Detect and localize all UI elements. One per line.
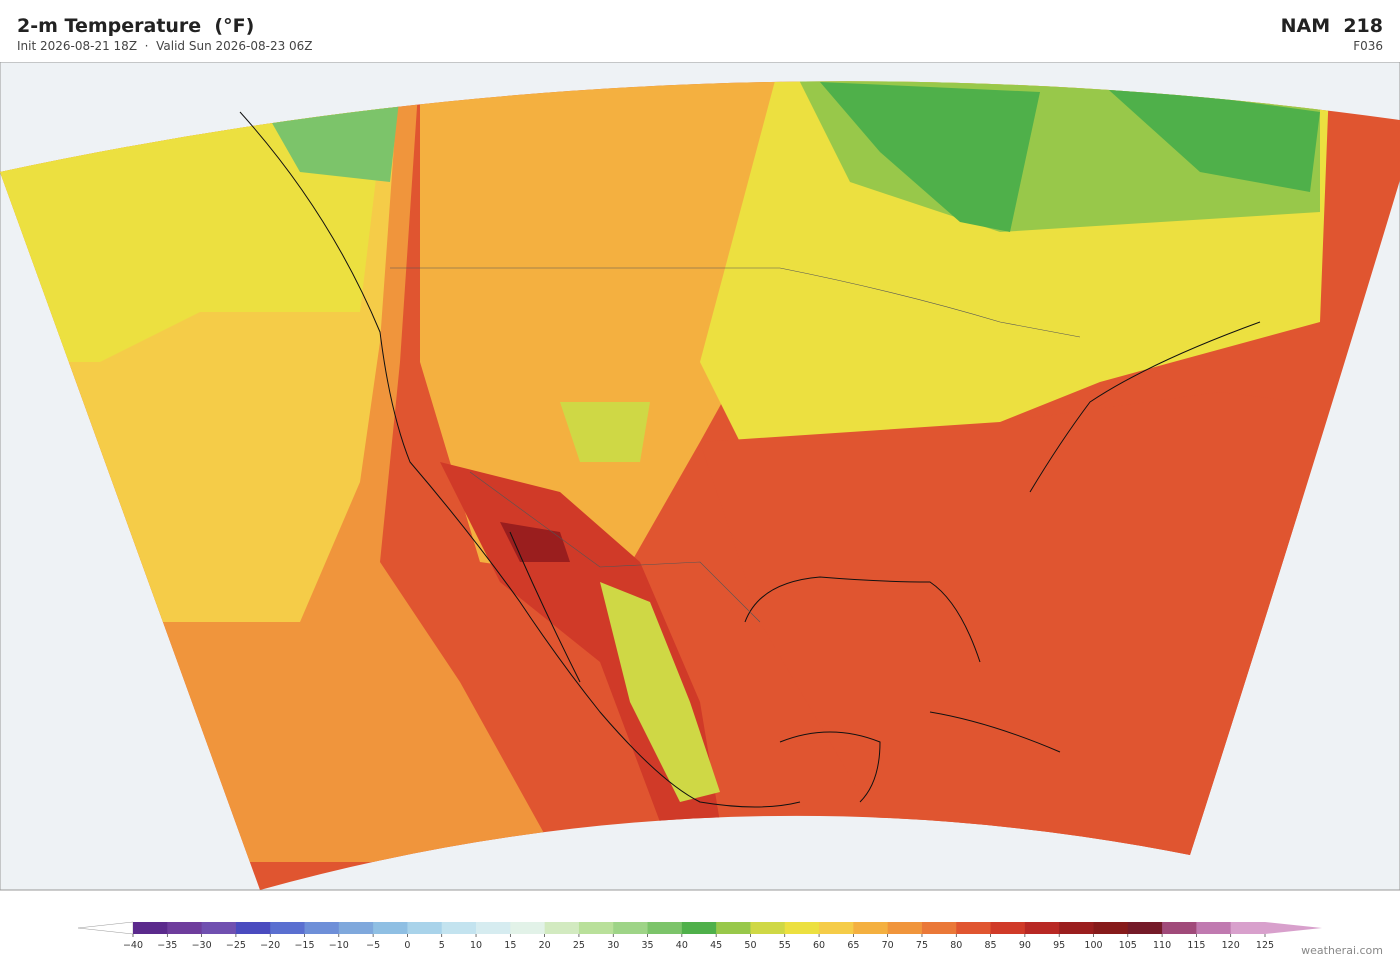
colorbar-tick-label: 40 <box>676 940 688 951</box>
colorbar-tick-label: −30 <box>192 940 212 951</box>
colorbar-segment <box>544 922 580 934</box>
colorbar-tick-label: −20 <box>260 940 280 951</box>
colorbar-segment <box>373 922 408 934</box>
colorbar-tick-label: 85 <box>985 940 997 951</box>
colorbar-tick-label: 115 <box>1187 940 1205 951</box>
colorbar-segment <box>1127 922 1163 934</box>
colorbar-tick-label: −35 <box>157 940 177 951</box>
colorbar-segment <box>578 922 614 934</box>
colorbar-tick-label: 10 <box>470 940 482 951</box>
colorbar-segment <box>441 922 477 934</box>
colorbar-tick-label: 75 <box>916 940 928 951</box>
colorbar-over <box>1265 922 1322 934</box>
colorbar-segment <box>716 922 751 934</box>
colorbar-segment <box>956 922 992 934</box>
title: 2-m Temperature (°F) <box>17 15 255 37</box>
colorbar-segment <box>1093 922 1129 934</box>
colorbar-segment <box>235 922 271 934</box>
colorbar-tick-label: 55 <box>779 940 791 951</box>
colorbar-tick-label: 110 <box>1153 940 1171 951</box>
colorbar-segment <box>1162 922 1197 934</box>
colorbar-tick-label: 15 <box>504 940 516 951</box>
colorbar-tick-label: −10 <box>329 940 349 951</box>
colorbar-tick-label: 30 <box>607 940 619 951</box>
map <box>0 62 1400 891</box>
colorbar-segment <box>819 922 854 934</box>
colorbar-tick-label: 20 <box>539 940 551 951</box>
colorbar-segment <box>784 922 820 934</box>
colorbar-segment <box>476 922 511 934</box>
colorbar-segment <box>1059 922 1094 934</box>
colorbar-tick-label: −15 <box>294 940 314 951</box>
colorbar-segment <box>887 922 923 934</box>
colorbar-tick-label: 100 <box>1084 940 1102 951</box>
coastlines <box>239 111 1261 808</box>
colorbar-segment <box>1230 922 1266 934</box>
colorbar-tick-label: 70 <box>882 940 894 951</box>
colorbar-segment <box>990 922 1026 934</box>
colorbar-segment <box>133 922 168 934</box>
colorbar-tick-label: 90 <box>1019 940 1031 951</box>
colorbar-segment <box>681 922 717 934</box>
colorbar-segment <box>613 922 649 934</box>
colorbar-tick-label: 80 <box>950 940 962 951</box>
colorbar-segment <box>201 922 237 934</box>
colorbar-segment <box>338 922 374 934</box>
colorbar-tick-label: 105 <box>1119 940 1137 951</box>
model-name: NAM 218 <box>1280 15 1383 37</box>
colorbar-tick-label: 60 <box>813 940 825 951</box>
colorbar-tick-label: 50 <box>744 940 756 951</box>
colorbar-segment <box>1196 922 1232 934</box>
colorbar-segment <box>407 922 443 934</box>
colorbar-tick-label: −25 <box>226 940 246 951</box>
colorbar-segment <box>304 922 340 934</box>
colorbar-tick-label: 120 <box>1222 940 1240 951</box>
temperature-field <box>0 81 1400 891</box>
subtitle: Init 2026-08-21 18Z · Valid Sun 2026-08-… <box>17 39 313 53</box>
colorbar-segment <box>647 922 683 934</box>
colorbar-tick-label: −40 <box>123 940 143 951</box>
colorbar-tick-label: 95 <box>1053 940 1065 951</box>
borders <box>390 267 1081 623</box>
colorbar-tick-label: 5 <box>439 940 445 951</box>
credit: weatherai.com <box>1301 944 1383 957</box>
colorbar-segment <box>270 922 306 934</box>
colorbar-tick-label: 25 <box>573 940 585 951</box>
colorbar-tick-label: −5 <box>366 940 380 951</box>
colorbar-segment <box>921 922 957 934</box>
colorbar-tick-label: 35 <box>641 940 653 951</box>
colorbar-tick-label: 0 <box>404 940 410 951</box>
colorbar-tick-label: 65 <box>847 940 859 951</box>
colorbar-under <box>77 921 134 935</box>
colorbar-segment <box>750 922 786 934</box>
colorbar-segment <box>1024 922 1060 934</box>
colorbar-tick-label: 45 <box>710 940 722 951</box>
colorbar-tick-label: 125 <box>1256 940 1274 951</box>
colorbar-segment <box>853 922 889 934</box>
forecast-hour: F036 <box>1353 39 1383 53</box>
colorbar-segment <box>510 922 546 934</box>
colorbar: −40 −35 −30 −25 −20 −15 −10 −5 0 5 10 15 20 25 30 35 40 4… <box>77 921 1322 951</box>
colorbar-segment <box>167 922 203 934</box>
